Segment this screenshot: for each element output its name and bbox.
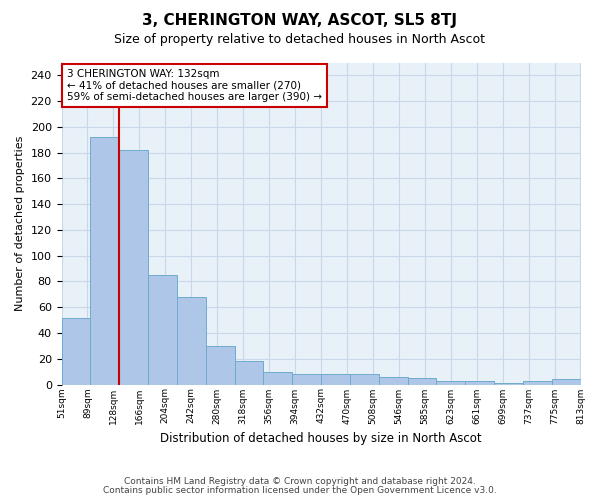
Bar: [292, 374, 321, 384]
Bar: [119, 150, 148, 384]
Bar: [523, 380, 551, 384]
Bar: [206, 346, 235, 385]
Bar: [177, 297, 206, 384]
Bar: [551, 380, 581, 384]
Bar: [494, 383, 523, 384]
Bar: [263, 372, 292, 384]
Bar: [148, 275, 177, 384]
Text: 3 CHERINGTON WAY: 132sqm
← 41% of detached houses are smaller (270)
59% of semi-: 3 CHERINGTON WAY: 132sqm ← 41% of detach…: [67, 69, 322, 102]
Text: Contains HM Land Registry data © Crown copyright and database right 2024.: Contains HM Land Registry data © Crown c…: [124, 477, 476, 486]
Text: 3, CHERINGTON WAY, ASCOT, SL5 8TJ: 3, CHERINGTON WAY, ASCOT, SL5 8TJ: [143, 12, 458, 28]
Bar: [62, 318, 91, 384]
Bar: [235, 362, 263, 384]
Y-axis label: Number of detached properties: Number of detached properties: [15, 136, 25, 311]
Bar: [350, 374, 379, 384]
Bar: [379, 377, 407, 384]
Bar: [91, 137, 119, 384]
Text: Contains public sector information licensed under the Open Government Licence v3: Contains public sector information licen…: [103, 486, 497, 495]
Bar: [407, 378, 436, 384]
Bar: [436, 380, 465, 384]
X-axis label: Distribution of detached houses by size in North Ascot: Distribution of detached houses by size …: [160, 432, 482, 445]
Bar: [321, 374, 350, 384]
Bar: [465, 380, 494, 384]
Text: Size of property relative to detached houses in North Ascot: Size of property relative to detached ho…: [115, 32, 485, 46]
